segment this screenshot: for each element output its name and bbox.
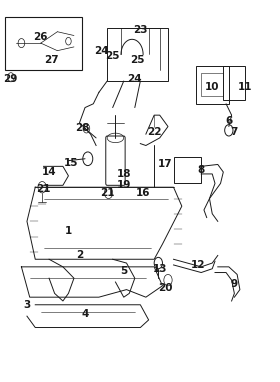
Text: 29: 29 <box>3 74 18 84</box>
Text: 12: 12 <box>191 260 206 270</box>
Text: 7: 7 <box>231 127 238 137</box>
Text: 14: 14 <box>42 167 56 177</box>
Text: 25: 25 <box>130 55 145 65</box>
Text: 6: 6 <box>225 116 232 126</box>
Text: 15: 15 <box>64 157 78 168</box>
Text: 8: 8 <box>198 165 205 175</box>
Text: 11: 11 <box>238 82 253 92</box>
Bar <box>5 16 82 70</box>
Text: 27: 27 <box>45 55 59 65</box>
Text: 5: 5 <box>120 265 127 276</box>
Text: 2: 2 <box>76 251 83 261</box>
Text: 16: 16 <box>136 188 150 198</box>
Bar <box>174 157 201 183</box>
Text: 24: 24 <box>94 46 109 56</box>
Text: 19: 19 <box>116 180 131 190</box>
Text: 13: 13 <box>152 264 167 274</box>
Bar <box>201 73 223 96</box>
Text: 1: 1 <box>65 226 72 236</box>
Text: 17: 17 <box>158 159 172 170</box>
Text: 4: 4 <box>81 309 89 319</box>
Text: 10: 10 <box>205 82 220 92</box>
Bar <box>196 66 229 104</box>
Bar <box>107 28 168 81</box>
Text: 28: 28 <box>75 123 90 133</box>
Text: 24: 24 <box>127 74 142 84</box>
Text: 3: 3 <box>23 300 31 310</box>
Text: 20: 20 <box>158 283 172 293</box>
Text: 26: 26 <box>34 32 48 42</box>
Text: 23: 23 <box>133 25 148 35</box>
Text: 21: 21 <box>100 188 115 198</box>
Text: 18: 18 <box>116 169 131 179</box>
Text: 21: 21 <box>36 184 51 194</box>
Text: 22: 22 <box>147 127 161 137</box>
Bar <box>223 66 246 100</box>
Text: 25: 25 <box>106 51 120 62</box>
Text: 9: 9 <box>231 279 238 289</box>
